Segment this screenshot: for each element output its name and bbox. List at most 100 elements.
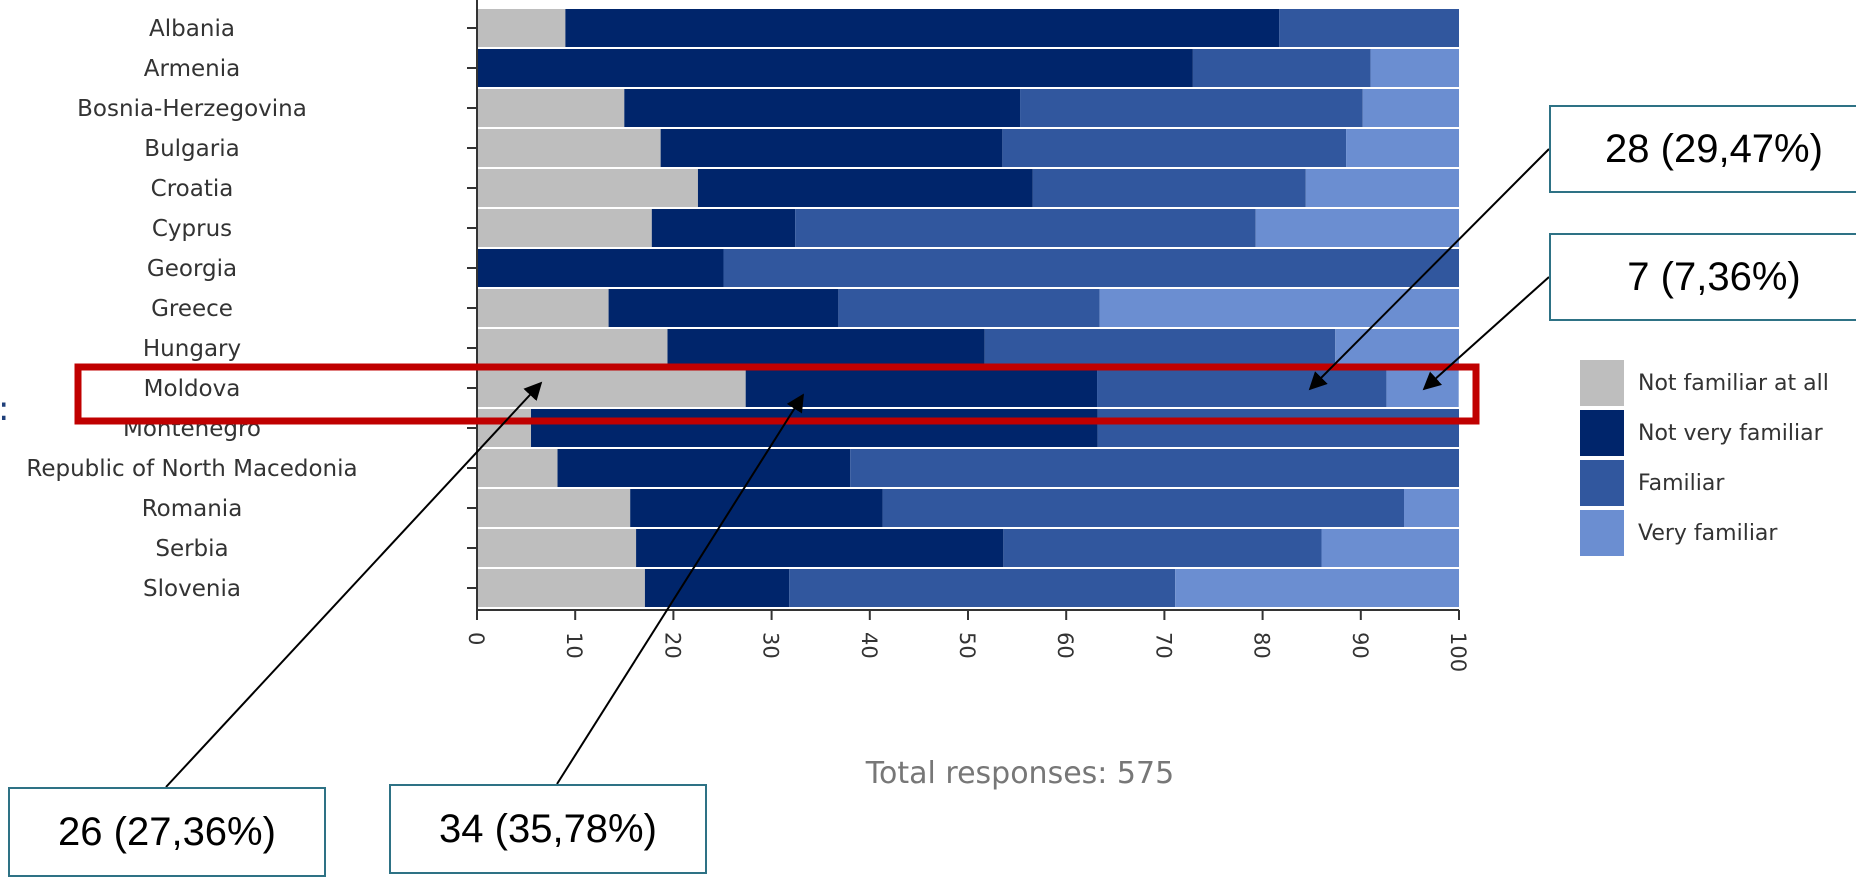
bar-albania-not-familiar-at-all (477, 9, 566, 47)
callout-very-familiar-moldova: 7 (7,36%) (1549, 233, 1856, 321)
bar-serbia-not-very-familiar (636, 529, 1004, 567)
bar-bulgaria-familiar (1002, 129, 1347, 167)
bar-romania-familiar (882, 489, 1405, 527)
bar-bulgaria-not-very-familiar (660, 129, 1003, 167)
category-label: Moldova (144, 376, 241, 402)
legend-label-not-very-familiar: Not very familiar (1638, 421, 1824, 446)
legend-swatch-familiar (1580, 460, 1624, 506)
x-tick-label: 50 (955, 632, 979, 659)
bar-georgia-familiar (723, 249, 1459, 287)
bar-romania-not-familiar-at-all (477, 489, 631, 527)
callout-not-very-familiar-moldova: 34 (35,78%) (389, 784, 707, 874)
legend-swatch-very-familiar (1580, 510, 1624, 556)
x-tick-label: 90 (1348, 632, 1372, 659)
x-tick-label: 20 (660, 632, 684, 659)
bar-greece-familiar (838, 289, 1100, 327)
bar-slovenia-not-very-familiar (644, 569, 790, 607)
bar-greece-not-very-familiar (608, 289, 839, 327)
bar-romania-not-very-familiar (630, 489, 883, 527)
category-label: Bosnia-Herzegovina (77, 96, 307, 122)
x-tick-label: 10 (562, 632, 586, 659)
bar-slovenia-very-familiar (1175, 569, 1459, 607)
bar-hungary-very-familiar (1335, 329, 1459, 367)
arrow-not-familiar (165, 381, 543, 788)
category-label: Serbia (155, 536, 228, 562)
bar-armenia-very-familiar (1370, 49, 1459, 87)
bar-hungary-familiar (984, 329, 1336, 367)
bar-georgia-not-very-familiar (477, 249, 724, 287)
bar-serbia-not-familiar-at-all (477, 529, 637, 567)
category-label: Georgia (147, 256, 237, 282)
category-label: Greece (151, 296, 233, 322)
bar-cyprus-not-very-familiar (651, 209, 796, 247)
bar-bosnia-herzegovina-very-familiar (1362, 89, 1459, 127)
bar-serbia-very-familiar (1321, 529, 1459, 567)
callout-familiar-moldova: 28 (29,47%) (1549, 105, 1856, 193)
x-tick-label: 40 (857, 632, 881, 659)
legend-label-very-familiar: Very familiar (1638, 521, 1778, 546)
category-label: Hungary (143, 336, 241, 362)
category-labels: Albania Armenia Bosnia-Herzegovina Bulgaria… (26, 16, 357, 602)
category-label: Republic of North Macedonia (26, 456, 357, 482)
bar-greece-very-familiar (1099, 289, 1459, 327)
edge-glyph: : (0, 389, 9, 429)
bar-romania-very-familiar (1404, 489, 1459, 527)
bar-moldova-not-familiar-at-all (477, 369, 746, 407)
bar-serbia-familiar (1003, 529, 1322, 567)
bar-cyprus-familiar (795, 209, 1256, 247)
arrow-familiar (1308, 148, 1550, 391)
callout-not-familiar-moldova: 26 (27,36%) (8, 787, 326, 877)
bar-armenia-not-very-familiar (477, 49, 1193, 87)
bar-bosnia-herzegovina-not-very-familiar (624, 89, 1021, 127)
bar-slovenia-not-familiar-at-all (477, 569, 645, 607)
bar-bosnia-herzegovina-familiar (1020, 89, 1363, 127)
x-tick-label: 80 (1250, 632, 1274, 659)
category-label: Croatia (151, 176, 234, 202)
bar-armenia-familiar (1192, 49, 1371, 87)
category-label: Cyprus (152, 216, 232, 242)
bar-cyprus-very-familiar (1255, 209, 1459, 247)
x-tick-label: 0 (464, 632, 488, 645)
bar-slovenia-familiar (789, 569, 1176, 607)
bar-moldova-familiar (1097, 369, 1387, 407)
bar-croatia-very-familiar (1305, 169, 1459, 207)
bar-greece-not-familiar-at-all (477, 289, 609, 327)
legend-label-familiar: Familiar (1638, 471, 1725, 496)
bar-croatia-not-familiar-at-all (477, 169, 698, 207)
bar-croatia-familiar (1032, 169, 1306, 207)
bar-republic-of-north-macedonia-not-very-familiar (557, 449, 851, 487)
legend-swatch-not-familiar-at-all (1580, 360, 1624, 406)
legend-label-not-familiar-at-all: Not familiar at all (1638, 371, 1829, 396)
bar-moldova-not-very-familiar (745, 369, 1098, 407)
category-label: Slovenia (143, 576, 241, 602)
category-label: Bulgaria (144, 136, 239, 162)
bar-montenegro-not-familiar-at-all (477, 409, 532, 447)
bar-hungary-not-familiar-at-all (477, 329, 668, 367)
arrow-not-very-familiar (556, 393, 804, 785)
bar-montenegro-familiar (1097, 409, 1459, 447)
category-label: Armenia (144, 56, 240, 82)
bar-croatia-not-very-familiar (697, 169, 1033, 207)
bar-albania-not-very-familiar (565, 9, 1280, 47)
bar-albania-familiar (1279, 9, 1459, 47)
x-tick-label: 100 (1446, 632, 1470, 672)
bar-republic-of-north-macedonia-not-familiar-at-all (477, 449, 558, 487)
legend-swatch-not-very-familiar (1580, 410, 1624, 456)
bar-hungary-not-very-familiar (667, 329, 985, 367)
moldova-highlight-box (74, 363, 1480, 425)
legend: Not familiar at all Not very familiar Fami… (1580, 360, 1829, 556)
bar-republic-of-north-macedonia-familiar (850, 449, 1459, 487)
x-tick-label: 30 (759, 632, 783, 659)
x-tick-label: 60 (1053, 632, 1077, 659)
bar-montenegro-not-very-familiar (531, 409, 1098, 447)
category-label: Romania (142, 496, 243, 522)
category-label: Albania (149, 16, 235, 42)
bar-bosnia-herzegovina-not-familiar-at-all (477, 89, 625, 127)
bars-layer (477, 9, 1459, 607)
callout-arrows (165, 148, 1550, 788)
bar-bulgaria-not-familiar-at-all (477, 129, 661, 167)
x-tick-label: 70 (1151, 632, 1175, 659)
bar-bulgaria-very-familiar (1346, 129, 1459, 167)
axis-layer: 0 10 20 30 40 50 60 70 80 90 100 (464, 0, 1470, 672)
